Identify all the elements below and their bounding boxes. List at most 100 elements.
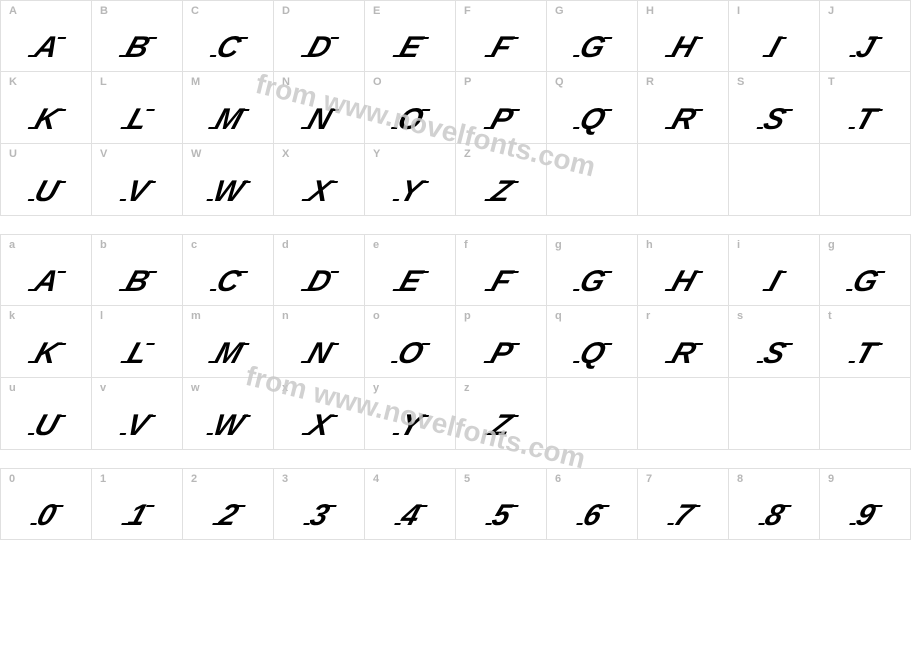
glyph-cell: II (729, 0, 820, 72)
glyph-cell: KK (1, 72, 92, 144)
glyph-cell: DD (274, 0, 365, 72)
cell-label: d (282, 239, 289, 251)
cell-glyph: Y (395, 409, 425, 443)
glyph-cell: nN (274, 306, 365, 378)
cell-label: I (737, 5, 740, 17)
glyph-cell: uU (1, 378, 92, 450)
glyph-cell: WW (183, 144, 274, 216)
cell-label: F (464, 5, 471, 17)
cell-label: U (9, 148, 17, 160)
cell-glyph: S (759, 337, 789, 371)
glyph-cell: mM (183, 306, 274, 378)
empty-cell (820, 144, 911, 216)
cell-label: T (828, 76, 835, 88)
glyph-cell: YY (365, 144, 456, 216)
cell-label: n (282, 310, 289, 322)
cell-glyph: C (212, 265, 244, 299)
cell-glyph: A (30, 31, 62, 65)
glyph-cell: oO (365, 306, 456, 378)
glyph-cell: 22 (183, 468, 274, 540)
glyph-cell: PP (456, 72, 547, 144)
cell-glyph: V (122, 409, 152, 443)
cell-glyph: Z (487, 409, 515, 443)
cell-glyph: D (303, 31, 335, 65)
glyph-cell: fF (456, 234, 547, 306)
glyph-cell: 77 (638, 468, 729, 540)
cell-glyph: T (851, 103, 879, 137)
glyph-cell: RR (638, 72, 729, 144)
cell-glyph: A (30, 265, 62, 299)
cell-glyph: H (667, 265, 699, 299)
cell-glyph: V (122, 175, 152, 209)
glyph-cell: HH (638, 0, 729, 72)
cell-label: f (464, 239, 468, 251)
empty-cell (638, 378, 729, 450)
glyph-cell: BB (92, 0, 183, 72)
cell-glyph: G (848, 265, 881, 299)
cell-glyph: W (209, 409, 247, 443)
glyph-cell: zZ (456, 378, 547, 450)
cell-label: Q (555, 76, 564, 88)
glyph-cell: 00 (1, 468, 92, 540)
glyph-cell: qQ (547, 306, 638, 378)
cell-label: Z (464, 148, 471, 160)
cell-label: p (464, 310, 471, 322)
cell-glyph: N (303, 103, 335, 137)
cell-label: K (9, 76, 17, 88)
cell-label: c (191, 239, 197, 251)
glyph-cell: SS (729, 72, 820, 144)
glyph-cell: ZZ (456, 144, 547, 216)
cell-label: z (464, 382, 470, 394)
cell-glyph: N (303, 337, 335, 371)
cell-label: N (282, 76, 290, 88)
cell-glyph: X (304, 175, 334, 209)
cell-glyph: K (30, 103, 62, 137)
empty-cell (547, 144, 638, 216)
glyph-cell: yY (365, 378, 456, 450)
glyph-cell: iI (729, 234, 820, 306)
cell-glyph: R (667, 103, 699, 137)
cell-glyph: P (486, 337, 516, 371)
cell-label: k (9, 310, 15, 322)
glyph-cell: gG (547, 234, 638, 306)
cell-glyph: L (123, 103, 151, 137)
glyph-cell: 11 (92, 468, 183, 540)
glyph-cell: XX (274, 144, 365, 216)
cell-label: 2 (191, 473, 197, 485)
cell-glyph: B (121, 265, 153, 299)
cell-label: g (828, 239, 835, 251)
cell-label: w (191, 382, 200, 394)
cell-label: 8 (737, 473, 743, 485)
cell-label: D (282, 5, 290, 17)
cell-glyph: M (210, 103, 245, 137)
cell-glyph: O (393, 103, 426, 137)
glyph-cell: aA (1, 234, 92, 306)
glyph-cell: TT (820, 72, 911, 144)
cell-label: b (100, 239, 107, 251)
glyph-cell: kK (1, 306, 92, 378)
cell-label: u (9, 382, 16, 394)
cell-glyph: B (121, 31, 153, 65)
cell-label: 4 (373, 473, 379, 485)
cell-glyph: J (852, 31, 879, 65)
glyph-cell: UU (1, 144, 92, 216)
cell-label: a (9, 239, 15, 251)
cell-label: i (737, 239, 740, 251)
cell-glyph: Q (575, 337, 608, 371)
glyph-cell: cC (183, 234, 274, 306)
cell-label: S (737, 76, 744, 88)
cell-label: 0 (9, 473, 15, 485)
glyph-cell: gG (820, 234, 911, 306)
cell-label: H (646, 5, 654, 17)
cell-label: t (828, 310, 832, 322)
cell-glyph: M (210, 337, 245, 371)
glyph-cell: VV (92, 144, 183, 216)
cell-glyph: O (393, 337, 426, 371)
glyph-cell: rR (638, 306, 729, 378)
empty-cell (729, 144, 820, 216)
sections-root: AABBCCDDEEFFGGHHIIJJKKLLMMNNOOPPQQRRSSTT… (0, 0, 911, 540)
glyph-cell: eE (365, 234, 456, 306)
cell-glyph: U (30, 409, 62, 443)
cell-glyph: H (667, 31, 699, 65)
cell-glyph: L (123, 337, 151, 371)
